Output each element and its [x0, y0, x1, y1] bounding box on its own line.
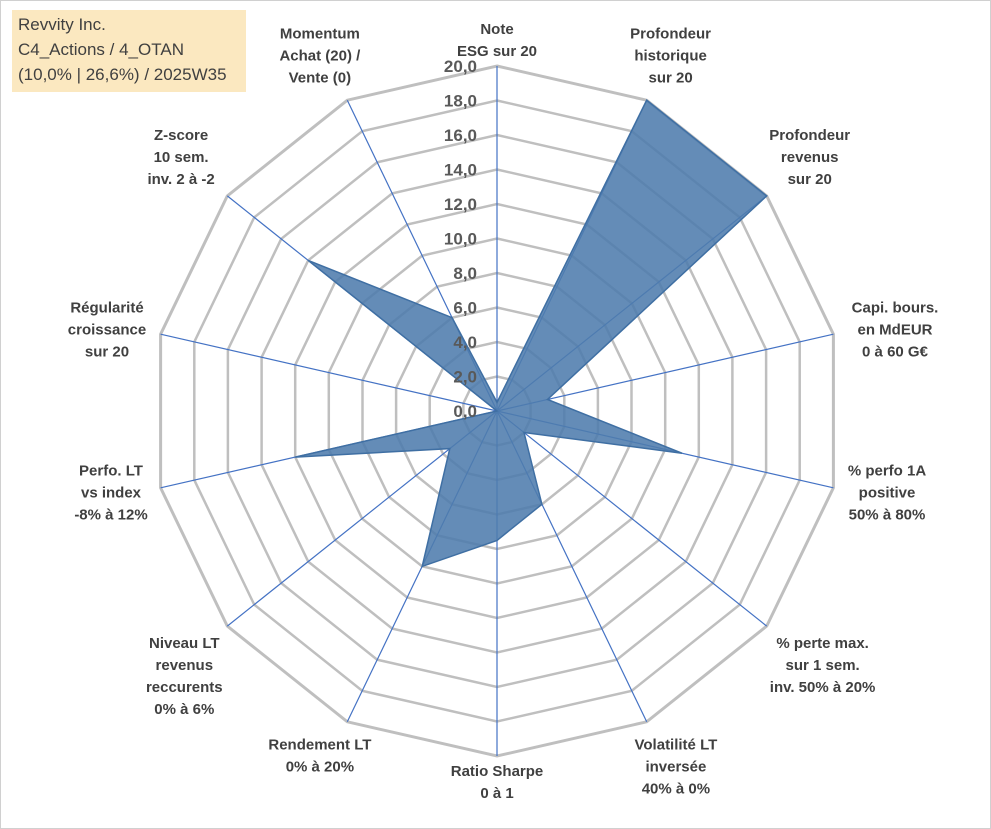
axis-label: Note [480, 21, 513, 38]
axis-label: 40% à 0% [642, 781, 710, 798]
axis-label: Régularité [70, 299, 143, 316]
axis-label: en MdEUR [858, 321, 933, 338]
axis-label: reccurents [146, 679, 223, 696]
axis-label: positive [859, 485, 916, 502]
axis-label: Capi. bours. [852, 299, 939, 316]
tick-label: 2,0 [453, 368, 477, 387]
axis-label: 0% à 6% [154, 701, 214, 718]
radial-tick-labels: 0,0 2,0 4,0 6,0 8,0 10,0 12,0 14,0 16,0 18,0 20,0 [444, 57, 477, 421]
tick-label: 6,0 [453, 299, 477, 318]
axis-label: 0 à 60 G€ [862, 343, 929, 360]
tick-label: 12,0 [444, 195, 477, 214]
axis-label: sur 20 [85, 343, 129, 360]
axis-label: sur 20 [648, 69, 692, 86]
series-area [295, 99, 768, 568]
axis-label: Profondeur [630, 25, 711, 42]
tick-label: 10,0 [444, 230, 477, 249]
stats-label: (10,0% | 26,6%) / 2025W35 [18, 65, 227, 84]
axis-label: inv. 2 à -2 [147, 171, 214, 188]
tick-label: 0,0 [453, 402, 477, 421]
axis-label: -8% à 12% [74, 507, 147, 524]
axis-label: inversée [645, 759, 706, 776]
tick-label: 16,0 [444, 126, 477, 145]
axis-label: Rendement LT [268, 737, 371, 754]
axis-spoke [160, 333, 498, 412]
axis-label: revenus [781, 149, 839, 166]
info-box: Revvity Inc. C4_Actions / 4_OTAN (10,0% … [12, 10, 246, 92]
axis-label: 0% à 20% [286, 759, 354, 776]
axis-label: historique [634, 47, 707, 64]
company-name: Revvity Inc. [18, 15, 106, 34]
axis-label: Niveau LT [149, 635, 220, 652]
axis-label: Ratio Sharpe [451, 763, 544, 780]
axis-label: vs index [81, 485, 142, 502]
axis-label: ESG sur 20 [457, 43, 537, 60]
axis-spoke [496, 333, 834, 412]
axis-label: inv. 50% à 20% [770, 679, 876, 696]
axis-label: Vente (0) [289, 69, 352, 86]
axis-label: Momentum [280, 25, 360, 42]
tick-label: 4,0 [453, 333, 477, 352]
tick-label: 14,0 [444, 161, 477, 180]
tick-label: 18,0 [444, 92, 477, 111]
axis-label: Volatilité LT [635, 737, 718, 754]
axis-labels: Note ESG sur 20 Profondeur historique sur 20… [68, 21, 939, 802]
tick-label: 8,0 [453, 264, 477, 283]
axis-label: sur 20 [788, 171, 832, 188]
axis-label: 50% à 80% [849, 507, 926, 524]
axis-label: % perfo 1A [848, 463, 927, 480]
axis-label: Achat (20) / [279, 47, 361, 64]
axis-label: revenus [156, 657, 214, 674]
tick-label: 20,0 [444, 57, 477, 76]
axis-label: % perte max. [776, 635, 869, 652]
axis-label: 0 à 1 [480, 785, 513, 802]
category-label: C4_Actions / 4_OTAN [18, 40, 184, 59]
axis-label: 10 sem. [154, 149, 209, 166]
axis-label: croissance [68, 321, 146, 338]
axis-label: sur 1 sem. [785, 657, 859, 674]
radar-series [295, 99, 768, 568]
axis-label: Z-score [154, 127, 208, 144]
axis-label: Perfo. LT [79, 463, 143, 480]
axis-spoke [496, 410, 768, 627]
axis-label: Profondeur [769, 127, 850, 144]
